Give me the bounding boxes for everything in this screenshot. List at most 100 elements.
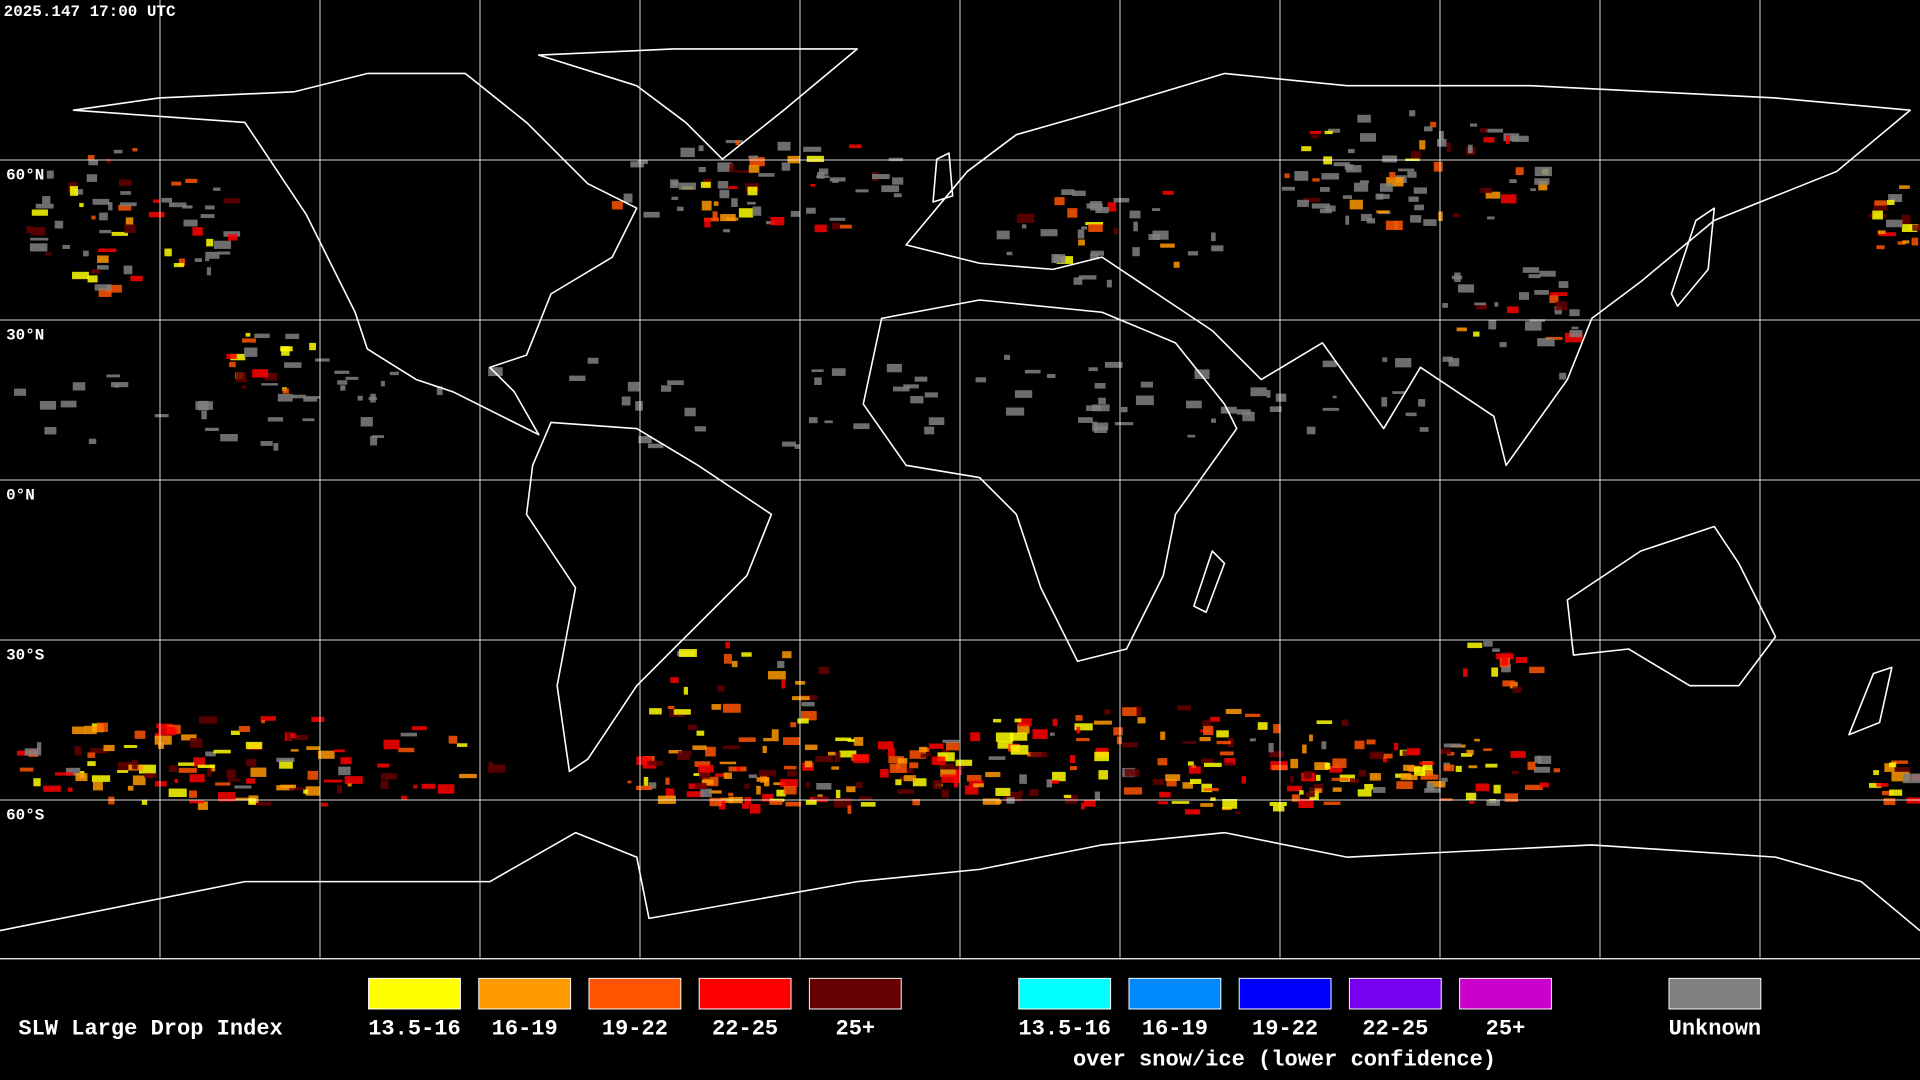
- cloud-pixel: [1442, 303, 1449, 308]
- cloud-pixel: [1223, 762, 1234, 766]
- cloud-pixel: [1539, 270, 1556, 277]
- cloud-pixel: [338, 766, 351, 776]
- cloud-pixel: [311, 716, 325, 722]
- cloud-pixel: [748, 165, 760, 173]
- cloud-pixel: [1003, 791, 1022, 802]
- cloud-pixel: [853, 423, 870, 430]
- cloud-pixel: [260, 716, 276, 721]
- cloud-pixel: [1369, 751, 1383, 760]
- cloud-pixel: [321, 802, 328, 807]
- cloud-pixel: [1301, 146, 1312, 152]
- cloud-pixel: [839, 750, 857, 758]
- cloud-pixel: [1094, 791, 1101, 801]
- legend-label: 19-22: [602, 1017, 668, 1042]
- cloud-pixel: [1534, 166, 1552, 177]
- cloud-pixel: [684, 407, 696, 417]
- cloud-pixel: [91, 269, 100, 274]
- cloud-pixel: [1281, 186, 1295, 191]
- cloud-pixel: [832, 222, 840, 230]
- legend-swatch: [1459, 977, 1552, 1010]
- cloud-pixel: [1364, 783, 1374, 790]
- cloud-pixel: [1901, 224, 1918, 233]
- cloud-pixel: [1491, 667, 1499, 677]
- cloud-pixel: [172, 728, 177, 735]
- cloud-pixel: [912, 778, 927, 787]
- cloud-pixel: [54, 220, 64, 229]
- cloud-pixel: [1529, 319, 1546, 322]
- cloud-pixel: [1419, 427, 1429, 432]
- cloud-pixel: [1016, 213, 1035, 223]
- cloud-pixel: [44, 427, 57, 435]
- cloud-pixel: [1906, 797, 1920, 804]
- cloud-pixel: [758, 173, 775, 177]
- legend-label: 16-19: [492, 1017, 558, 1042]
- cloud-pixel: [1439, 748, 1451, 755]
- cloud-pixel: [780, 778, 799, 788]
- cloud-pixel: [1468, 765, 1478, 769]
- cloud-pixel: [401, 795, 408, 800]
- cloud-pixel: [1203, 788, 1219, 792]
- cloud-pixel: [1086, 203, 1103, 209]
- cloud-pixel: [1188, 766, 1201, 774]
- cloud-pixel: [1549, 295, 1559, 303]
- latitude-label: 30°S: [6, 647, 45, 665]
- cloud-pixel: [1385, 220, 1403, 231]
- cloud-pixel: [261, 383, 278, 386]
- cloud-pixel: [1393, 742, 1399, 751]
- cloud-pixel: [103, 744, 115, 752]
- cloud-pixel: [808, 417, 818, 424]
- cloud-pixel: [752, 206, 762, 216]
- cloud-pixel: [91, 215, 96, 220]
- cloud-pixel: [722, 703, 741, 713]
- cloud-pixel: [687, 724, 697, 730]
- cloud-pixel: [98, 288, 112, 297]
- cloud-pixel: [1466, 749, 1474, 755]
- cloud-pixel: [1483, 137, 1495, 143]
- cloud-pixel: [181, 734, 197, 741]
- cloud-pixel: [1502, 680, 1515, 687]
- cloud-pixel: [677, 206, 684, 211]
- cloud-pixel: [1474, 302, 1486, 306]
- cloud-pixel: [909, 750, 927, 759]
- cloud-pixel: [1078, 417, 1093, 423]
- cloud-pixel: [696, 730, 705, 736]
- cloud-pixel: [889, 763, 907, 773]
- cloud-pixel: [1324, 762, 1331, 770]
- cloud-pixel: [931, 756, 946, 766]
- cloud-pixel: [1064, 794, 1078, 804]
- cloud-pixel: [749, 804, 761, 814]
- cloud-pixel: [1366, 218, 1376, 224]
- cloud-pixel: [1534, 178, 1550, 185]
- cloud-pixel: [1533, 766, 1551, 773]
- cloud-pixel: [118, 204, 132, 211]
- cloud-pixel: [229, 361, 236, 368]
- cloud-pixel: [1315, 774, 1321, 781]
- cloud-pixel: [719, 761, 737, 765]
- cloud-pixel: [1398, 168, 1415, 172]
- cloud-pixel: [1494, 302, 1499, 307]
- cloud-pixel: [1137, 717, 1146, 724]
- cloud-pixel: [1273, 805, 1285, 812]
- cloud-pixel: [783, 785, 797, 795]
- cloud-pixel: [829, 217, 846, 221]
- cloud-pixel: [1475, 304, 1487, 310]
- cloud-pixel: [1360, 213, 1372, 222]
- cloud-pixel: [1475, 783, 1490, 792]
- cloud-pixel: [79, 202, 84, 208]
- cloud-pixel: [1558, 281, 1569, 288]
- latitude-labels: 60°N 30°N 0°N 30°S 60°S: [6, 167, 45, 825]
- cloud-pixel: [273, 443, 279, 451]
- cloud-pixel: [1886, 219, 1903, 228]
- cloud-pixel: [1501, 657, 1508, 666]
- cloud-pixel: [1485, 191, 1501, 199]
- cloud-pixel: [1327, 128, 1341, 133]
- cloud-pixel: [315, 358, 330, 362]
- cloud-pixel: [1322, 407, 1339, 411]
- cloud-pixel: [1241, 776, 1247, 784]
- cloud-pixel: [1018, 790, 1024, 796]
- cloud-pixel: [797, 718, 809, 724]
- cloud-pixel: [1220, 406, 1237, 414]
- cloud-pixel: [413, 784, 418, 789]
